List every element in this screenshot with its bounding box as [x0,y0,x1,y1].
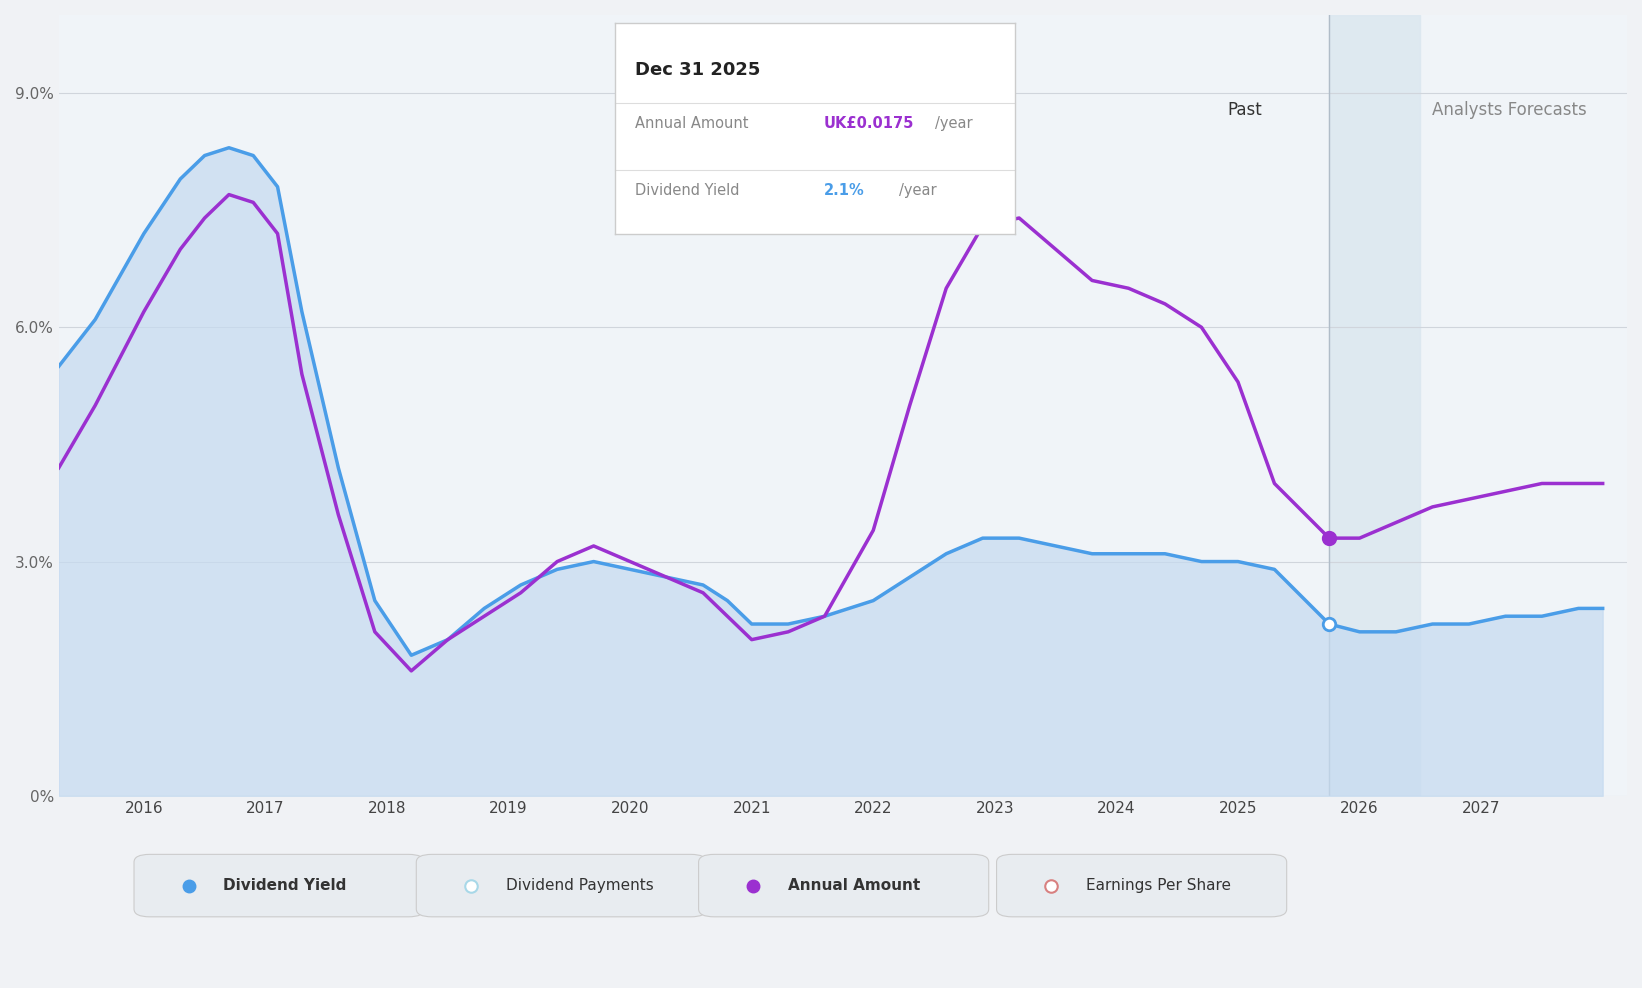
FancyBboxPatch shape [997,855,1287,917]
Text: Dividend Yield: Dividend Yield [223,878,346,893]
Text: Analysts Forecasts: Analysts Forecasts [1432,101,1588,119]
FancyBboxPatch shape [417,855,706,917]
FancyBboxPatch shape [135,855,424,917]
Text: Dividend Payments: Dividend Payments [506,878,654,893]
Text: Earnings Per Share: Earnings Per Share [1085,878,1232,893]
Bar [1328,15,1420,795]
FancyBboxPatch shape [698,855,988,917]
Text: Past: Past [1228,101,1263,119]
Text: Annual Amount: Annual Amount [788,878,920,893]
